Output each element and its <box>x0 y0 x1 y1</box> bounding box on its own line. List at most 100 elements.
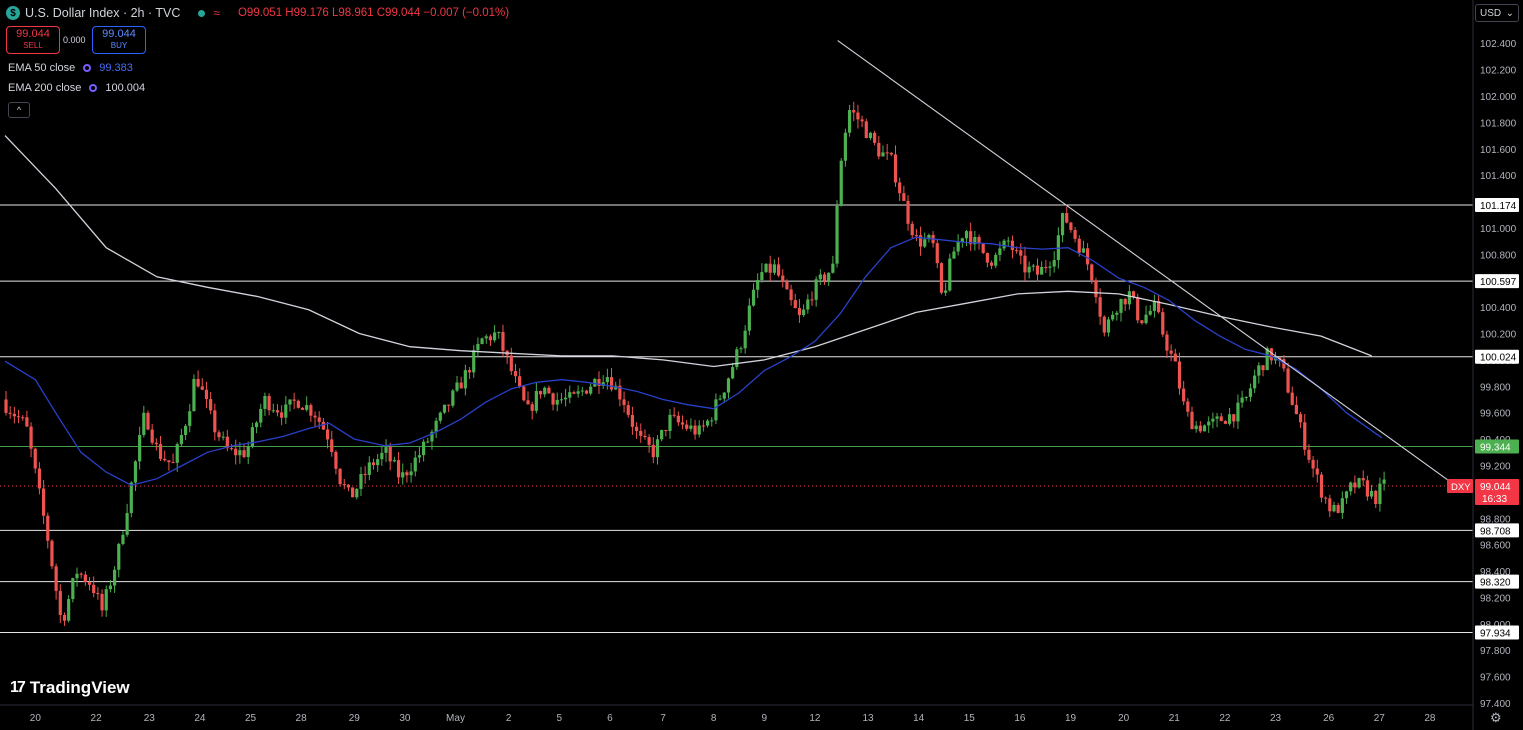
candle-body <box>810 299 814 301</box>
candle-body <box>889 152 893 155</box>
candle-body <box>781 275 785 283</box>
candle-body <box>351 487 355 498</box>
time-tick-label: 28 <box>1424 713 1436 724</box>
price-tick-label: 101.000 <box>1480 224 1517 235</box>
candle-body <box>58 590 62 615</box>
candle-body <box>534 390 538 411</box>
candle-body <box>739 348 743 350</box>
tradingview-logo[interactable]: 17 TradingView <box>10 678 130 698</box>
currency-selector[interactable]: USD ⌄ <box>1475 4 1519 22</box>
symbol-tag-label: DXY <box>1451 482 1471 493</box>
level-price-label: 100.597 <box>1480 277 1517 288</box>
candle-body <box>447 404 451 406</box>
candle-body <box>317 417 321 422</box>
price-tick-label: 98.200 <box>1480 593 1511 604</box>
time-tick-label: 8 <box>711 713 717 724</box>
candle-body <box>96 593 100 595</box>
candle-body <box>204 389 209 400</box>
candle-body <box>1010 240 1015 251</box>
price-tick-label: 100.400 <box>1480 303 1517 314</box>
candle-body <box>480 338 484 344</box>
buy-button[interactable]: 99.044 BUY <box>92 26 146 54</box>
candle-body <box>158 444 163 459</box>
candle-body <box>12 413 16 417</box>
candle-body <box>87 581 92 585</box>
candle-body <box>25 417 29 427</box>
time-tick-label: 13 <box>862 713 874 724</box>
ema200-legend[interactable]: EMA 200 close 100.004 <box>8 82 145 94</box>
candle-body <box>129 482 133 514</box>
candle-body <box>79 573 83 575</box>
candle-body <box>1140 320 1144 324</box>
candle-body <box>509 355 513 372</box>
candle-body <box>522 386 526 401</box>
price-tick-label: 99.800 <box>1480 382 1511 393</box>
candle-body <box>893 154 898 183</box>
candle-body <box>914 235 918 237</box>
candle-body <box>396 460 401 478</box>
candle-body <box>609 377 614 390</box>
candle-body <box>543 387 547 395</box>
candle-body <box>401 472 405 478</box>
candle-body <box>46 515 50 541</box>
candle-body <box>37 468 42 489</box>
wave-icon: ≈ <box>213 6 220 20</box>
candle-body <box>497 332 501 334</box>
candle-body <box>1202 425 1207 432</box>
candle-body <box>743 330 747 349</box>
candle-body <box>1136 297 1140 321</box>
candle-body <box>1106 319 1111 333</box>
candle-body <box>442 404 447 413</box>
price-axis[interactable]: 97.400 97.600 97.800 98.000 98.200 98.400 98.6… <box>1447 0 1519 730</box>
candle-body <box>250 427 254 447</box>
candle-body <box>1177 361 1182 389</box>
candle-body <box>1073 229 1077 239</box>
price-tick-label: 99.200 <box>1480 461 1511 472</box>
candle-body <box>634 426 639 431</box>
candle-body <box>238 450 242 456</box>
candle-body <box>196 378 200 387</box>
candle-body <box>296 400 300 408</box>
candle-body <box>1027 266 1031 273</box>
candle-body <box>154 442 158 445</box>
candle-body <box>355 488 359 498</box>
candle-body <box>1344 491 1349 499</box>
candle-body <box>764 263 768 273</box>
candle-body <box>768 263 772 273</box>
candle-body <box>434 420 438 432</box>
candle-body <box>756 279 760 290</box>
candle-body <box>1365 480 1369 497</box>
candle-body <box>718 398 722 400</box>
candle-body <box>121 534 125 544</box>
candle-body <box>877 142 881 157</box>
candle-body <box>183 425 188 435</box>
candle-body <box>985 253 989 263</box>
candle-body <box>476 343 480 351</box>
candle-body <box>288 399 292 405</box>
time-axis[interactable]: 20 22 23 24 25 28 29 30 May 2 5 6 7 8 9 12 13 14 15 16 19 20 2… <box>0 704 1473 724</box>
chevron-down-icon: ⌄ <box>1505 7 1514 19</box>
time-tick-label: 15 <box>964 713 976 724</box>
candle-body <box>1236 402 1240 422</box>
sell-button[interactable]: 99.044 SELL <box>6 26 60 54</box>
time-tick-label: 14 <box>913 713 925 724</box>
candle-body <box>731 367 735 379</box>
candle-body <box>367 462 371 475</box>
candle-body <box>175 444 179 463</box>
candle-body <box>1269 348 1273 361</box>
candle-body <box>618 385 622 400</box>
collapse-legend-button[interactable]: ^ <box>8 102 30 118</box>
settings-gear-icon[interactable]: ⚙ <box>1490 710 1502 725</box>
candle-body <box>380 452 384 460</box>
candle-body <box>405 472 409 476</box>
symbol-title[interactable]: U.S. Dollar Index · 2h · TVC <box>25 6 181 20</box>
candle-body <box>802 309 806 316</box>
ema50-legend[interactable]: EMA 50 close 99.383 <box>8 62 133 74</box>
candle-body <box>651 444 655 458</box>
candle-body <box>568 392 572 398</box>
candle-body <box>392 460 396 462</box>
candle-body <box>146 412 150 430</box>
candle-body <box>998 248 1002 255</box>
candle-body <box>969 231 973 245</box>
